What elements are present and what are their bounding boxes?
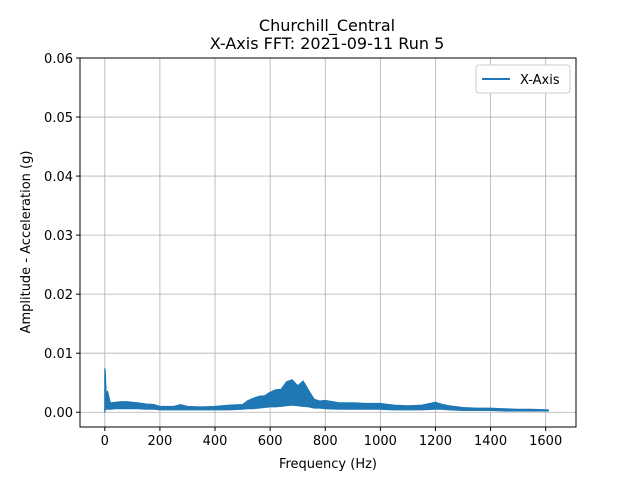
x-axis-label: Frequency (Hz) [279, 457, 377, 472]
legend-label-x-axis: X-Axis [520, 73, 560, 88]
y-tick-label: 0.05 [44, 111, 73, 126]
series-layer [104, 368, 549, 413]
legend-box [475, 64, 571, 94]
y-tick-label: 0.03 [44, 229, 73, 244]
series-trace-x-axis [104, 375, 549, 413]
x-tick-label: 400 [203, 434, 228, 449]
x-tick-label: 0 [101, 434, 109, 449]
x-tick-label: 600 [258, 434, 283, 449]
y-tick-label: 0.06 [44, 52, 73, 67]
x-tick-label: 1000 [364, 434, 397, 449]
legend: X-Axis [475, 64, 571, 94]
y-tick-label: 0.01 [44, 347, 73, 362]
axis-ticks: 0 200 400 600 800 1000 1200 1400 1600 0.00 0.01 0.0… [44, 52, 562, 449]
chart-title: Churchill_Central [259, 16, 395, 36]
plot-frame [79, 57, 577, 428]
chart-subtitle: X-Axis FFT: 2021-09-11 Run 5 [210, 34, 445, 53]
y-axis-label: Amplitude - Acceleration (g) [19, 151, 34, 334]
x-tick-label: 1400 [474, 434, 507, 449]
x-tick-label: 800 [313, 434, 338, 449]
x-tick-label: 1200 [419, 434, 452, 449]
y-tick-label: 0.02 [44, 288, 73, 303]
x-tick-label: 200 [147, 434, 172, 449]
grid-lines [80, 57, 576, 427]
x-tick-label: 1600 [529, 434, 562, 449]
y-tick-label: 0.04 [44, 170, 73, 185]
y-tick-label: 0.00 [44, 406, 73, 421]
